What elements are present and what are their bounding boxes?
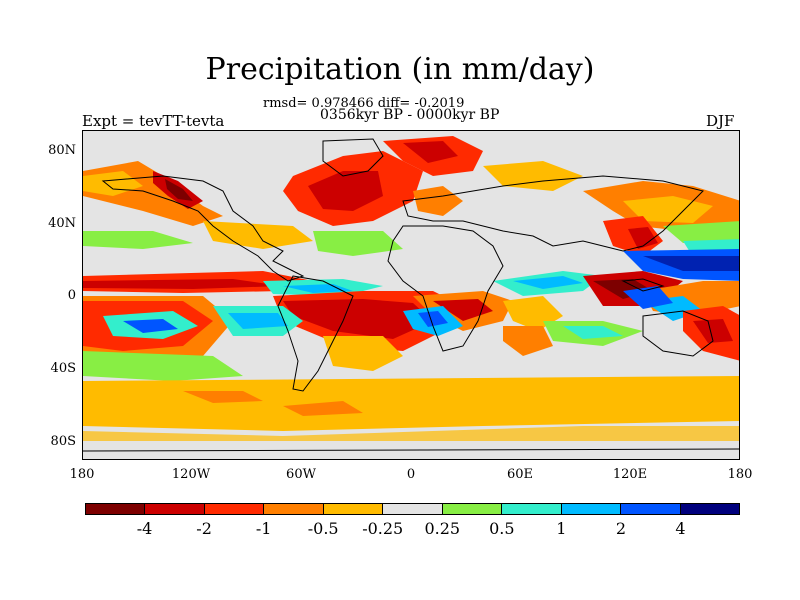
colorbar-box	[86, 504, 146, 514]
colorbar-label: -1	[255, 519, 272, 538]
colorbar-label: -2	[196, 519, 212, 538]
colorbar-box	[383, 504, 443, 514]
x-tick-180w: 180	[69, 467, 95, 482]
x-tick-0: 0	[406, 467, 416, 482]
colorbar-box	[442, 504, 503, 514]
colorbar-label: -0.25	[362, 519, 404, 538]
colorbar-label: 0.25	[424, 519, 461, 538]
colorbar-label: 0.5	[489, 519, 515, 538]
coastlines	[83, 138, 739, 452]
y-tick-40n: 40N	[48, 216, 76, 231]
colorbar-box	[680, 504, 739, 514]
colorbar-label: -4	[136, 519, 153, 538]
colorbar-box	[204, 504, 265, 514]
colorbar-label: 4	[675, 519, 686, 538]
y-tick-80s: 80S	[50, 434, 76, 449]
x-tick-120e: 120E	[612, 467, 648, 482]
field-tropics	[83, 249, 739, 361]
map-title: Precipitation (in mm/day)	[205, 52, 595, 87]
x-tick-60e: 60E	[506, 467, 534, 482]
y-tick-0: 0	[67, 288, 76, 303]
colorbar-label: 1	[556, 519, 567, 538]
colorbar-box	[264, 504, 324, 514]
field-north	[83, 136, 739, 257]
map-panel	[82, 130, 740, 460]
stats-subtitle: rmsd= 0.978466 diff= -0.2019	[263, 96, 465, 111]
colorbar-box	[561, 504, 622, 514]
y-tick-80n: 80N	[48, 143, 76, 158]
colorbar-box	[502, 504, 562, 514]
colorbar-box	[621, 504, 681, 514]
period-subtitle: 0356kyr BP - 0000kyr BP	[320, 107, 500, 123]
colorbar-box	[323, 504, 384, 514]
season-label: DJF	[706, 112, 735, 130]
y-tick-40s: 40S	[50, 361, 76, 376]
colorbar-label: 2	[615, 519, 626, 538]
precipitation-map	[83, 136, 739, 452]
colorbar-label: -0.5	[307, 519, 339, 538]
x-tick-180e: 180	[727, 467, 753, 482]
colorbar	[85, 503, 740, 515]
x-tick-60w: 60W	[286, 467, 316, 482]
field-south	[83, 296, 739, 441]
colorbar-box	[145, 504, 205, 514]
x-tick-120w: 120W	[171, 467, 211, 482]
experiment-label: Expt = tevTT-tevta	[82, 112, 225, 130]
